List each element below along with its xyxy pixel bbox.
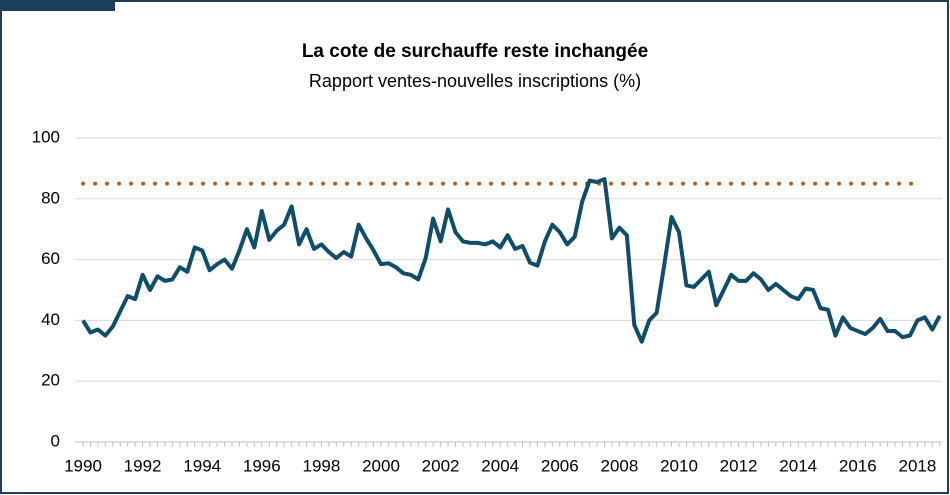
x-tick-label: 1996 [243,456,281,475]
x-tick-label: 2012 [720,456,758,475]
chart-subtitle: Rapport ventes-nouvelles inscriptions (%… [309,71,641,91]
x-tick-label: 2016 [839,456,877,475]
x-tick-label: 2018 [898,456,936,475]
y-tick-label: 40 [41,310,60,329]
x-tick-label: 2002 [422,456,460,475]
y-tick-label: 60 [41,249,60,268]
x-tick-label: 2004 [481,456,519,475]
x-tick-label: 1998 [302,456,340,475]
y-tick-label: 20 [41,371,60,390]
x-tick-label: 2000 [362,456,400,475]
tab [0,0,115,11]
x-tick-label: 2008 [600,456,638,475]
y-tick-label: 100 [32,127,60,146]
x-tick-label: 1990 [64,456,102,475]
x-tick-label: 1992 [124,456,162,475]
y-tick-label: 80 [41,188,60,207]
chart-title: La cote de surchauffe reste inchangée [302,41,648,62]
x-tick-label: 2010 [660,456,698,475]
x-tick-label: 1994 [183,456,221,475]
x-tick-label: 2006 [541,456,579,475]
series-line [81,177,942,344]
x-tick-label: 2014 [779,456,817,475]
y-tick-label: 0 [51,431,60,450]
